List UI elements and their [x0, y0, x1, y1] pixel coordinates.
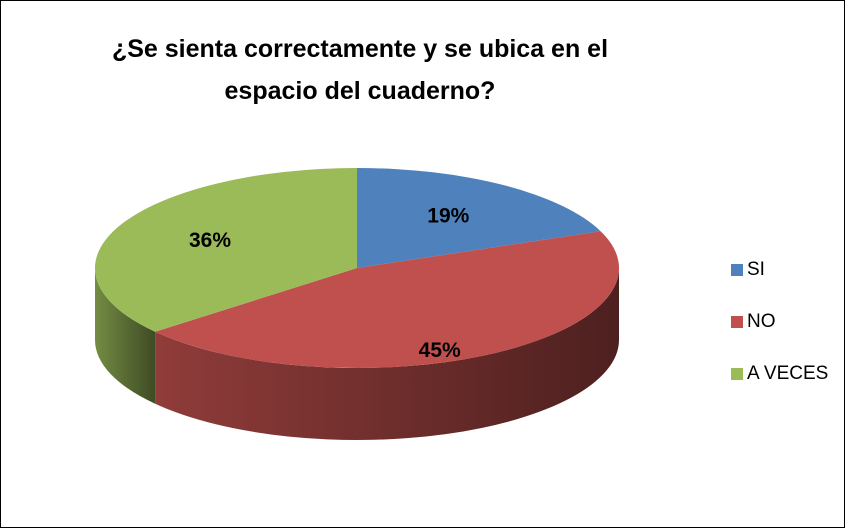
data-label: 45% [419, 339, 461, 362]
legend-label: A VECES [747, 363, 828, 384]
pie-slice [155, 231, 619, 368]
pie-side [95, 268, 156, 404]
pie-side [155, 268, 619, 440]
legend-swatch [731, 316, 743, 328]
legend-swatch [731, 368, 743, 380]
legend-label: NO [747, 311, 776, 332]
pie-slice [357, 168, 601, 268]
chart-title: ¿Se sienta correctamente y se ubica en e… [111, 35, 609, 105]
legend-label: SI [747, 259, 765, 280]
pie-slice [95, 168, 357, 332]
legend-swatch [731, 264, 743, 276]
data-label: 19% [427, 204, 469, 227]
data-label: 36% [189, 229, 231, 252]
